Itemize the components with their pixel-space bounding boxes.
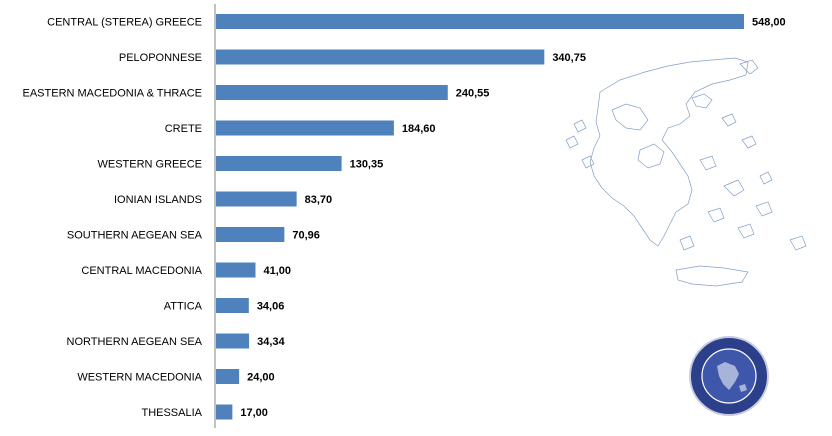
category-label: IONIAN ISLANDS <box>114 194 202 206</box>
category-label: EASTERN MACEDONIA & THRACE <box>23 88 203 100</box>
bars-group <box>216 14 744 420</box>
association-seal-logo <box>689 336 769 416</box>
bar <box>216 14 744 29</box>
category-label: ATTICA <box>164 301 203 313</box>
category-label: CENTRAL MACEDONIA <box>81 265 202 277</box>
value-label: 17,00 <box>240 407 268 419</box>
category-label: PELOPONNESE <box>119 52 202 64</box>
category-label: CENTRAL (STEREA) GREECE <box>47 17 202 29</box>
bar <box>216 156 342 171</box>
bar <box>216 333 250 349</box>
greece-map-outline <box>565 57 807 287</box>
bar <box>216 298 249 313</box>
bar <box>216 262 256 278</box>
value-label: 240,55 <box>456 88 490 100</box>
value-label: 41,00 <box>264 265 292 277</box>
bar <box>216 227 285 242</box>
category-label: CRETE <box>165 123 202 135</box>
category-labels-group: CENTRAL (STEREA) GREECE PELOPONNESE EASTER… <box>23 17 203 420</box>
bar <box>216 120 394 136</box>
value-label: 130,35 <box>350 159 384 171</box>
value-label: 24,00 <box>247 372 275 384</box>
bar <box>216 404 233 420</box>
value-label: 83,70 <box>305 194 333 206</box>
bar <box>216 85 448 100</box>
value-label: 34,34 <box>257 336 285 348</box>
bar <box>216 369 240 384</box>
category-label: THESSALIA <box>141 407 202 419</box>
bar <box>216 191 297 207</box>
category-label: WESTERN GREECE <box>97 159 202 171</box>
value-label: 70,96 <box>292 230 320 242</box>
value-label: 184,60 <box>402 123 436 135</box>
value-label: 34,06 <box>257 301 285 313</box>
value-label: 340,75 <box>552 52 586 64</box>
category-label: NORTHERN AEGEAN SEA <box>67 336 203 348</box>
value-label: 548,00 <box>752 17 786 29</box>
category-label: WESTERN MACEDONIA <box>77 372 202 384</box>
bar <box>216 49 545 65</box>
value-labels-group: 548,00 340,75 240,55 184,60 130,35 83,70 70,96… <box>240 17 785 420</box>
category-label: SOUTHERN AEGEAN SEA <box>67 230 203 242</box>
